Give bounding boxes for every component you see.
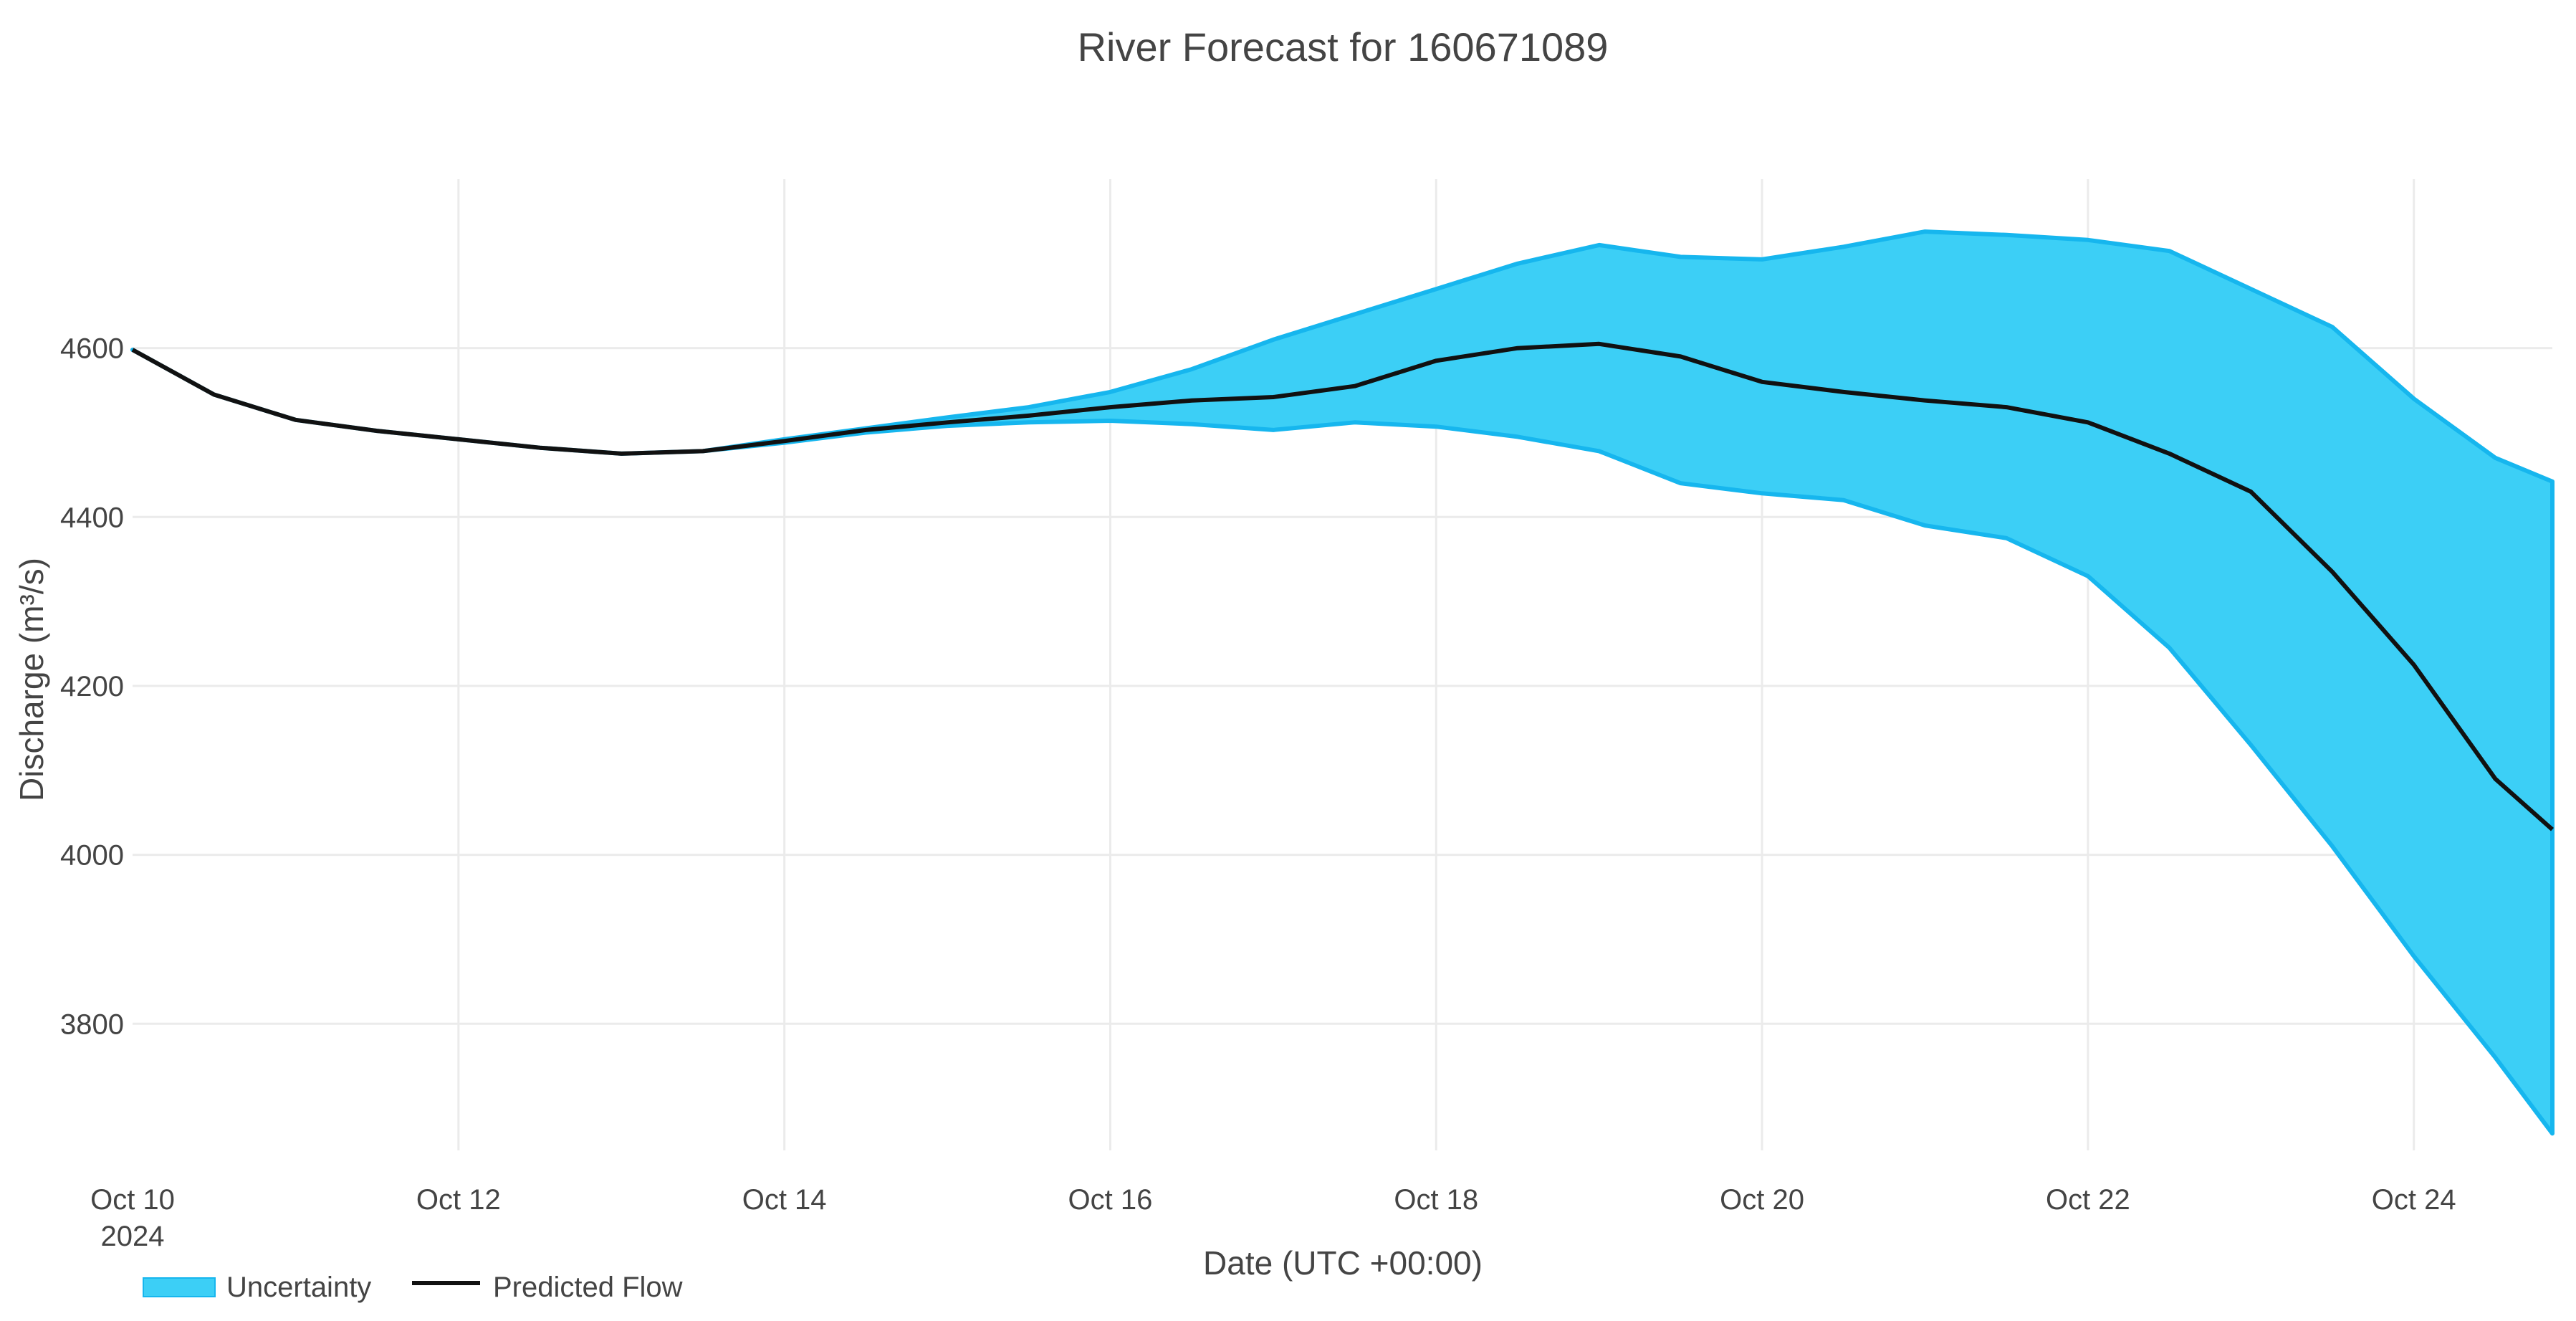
x-axis-ticks: Oct 10 2024 Oct 12 Oct 14 Oct 16 Oct 18 Oct 20… — [90, 1184, 2456, 1252]
x-tick-label: Oct 22 — [2046, 1184, 2130, 1216]
x-tick-label: Oct 18 — [1394, 1184, 1478, 1216]
y-axis-title: Discharge (m³/s) — [13, 558, 50, 801]
x-axis-title: Date (UTC +00:00) — [1203, 1244, 1483, 1282]
x-tick-label: Oct 20 — [1720, 1184, 1804, 1216]
x-tick-label: Oct 16 — [1068, 1184, 1153, 1216]
legend-swatch-uncertainty[interactable] — [143, 1277, 216, 1297]
chart-title: River Forecast for 160671089 — [1078, 24, 1609, 70]
y-tick-label: 4400 — [60, 502, 124, 533]
uncertainty-band — [130, 229, 2555, 1136]
legend-label-uncertainty[interactable]: Uncertainty — [226, 1272, 371, 1303]
legend-label-predicted-flow[interactable]: Predicted Flow — [493, 1272, 683, 1303]
y-tick-label: 4000 — [60, 840, 124, 872]
y-axis-ticks: 3800 4000 4200 4400 4600 — [60, 333, 124, 1041]
predicted-flow-line — [131, 341, 2554, 831]
x-tick-label: Oct 12 — [416, 1184, 501, 1216]
x-tick-label: Oct 24 — [2372, 1184, 2456, 1216]
y-tick-label: 4600 — [60, 333, 124, 365]
y-tick-label: 3800 — [60, 1008, 124, 1040]
x-tick-label: Oct 10 — [90, 1184, 175, 1216]
y-tick-label: 4200 — [60, 671, 124, 702]
legend: Uncertainty Predicted Flow — [143, 1272, 683, 1303]
x-tick-label: Oct 14 — [742, 1184, 827, 1216]
x-tick-sublabel: 2024 — [101, 1221, 165, 1252]
